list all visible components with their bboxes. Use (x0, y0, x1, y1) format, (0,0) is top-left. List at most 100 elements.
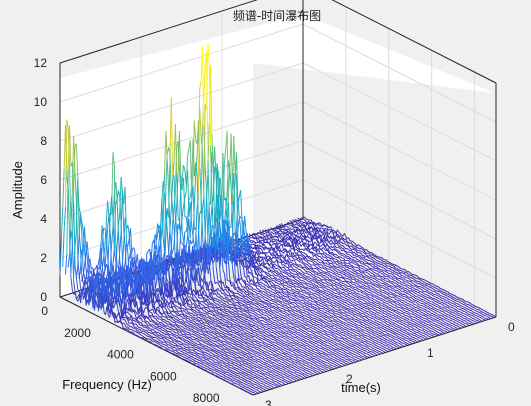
trace-segment (406, 272, 409, 275)
trace-segment (330, 287, 333, 290)
trace-segment (352, 254, 355, 257)
trace-segment (381, 325, 384, 327)
trace-segment (384, 283, 387, 286)
trace-segment (346, 241, 350, 247)
trace-segment (341, 237, 344, 241)
trace-segment (351, 256, 354, 258)
trace-segment (328, 262, 331, 265)
trace-segment (430, 309, 433, 312)
trace-segment (413, 332, 415, 335)
trace-segment (464, 304, 467, 307)
trace-segment (366, 315, 369, 317)
trace-segment (412, 307, 415, 310)
trace-segment (453, 296, 455, 299)
trace-segment (290, 261, 293, 264)
trace-segment (349, 254, 352, 257)
trace-segment (318, 279, 320, 282)
trace-segment (329, 242, 332, 245)
trace-segment (356, 253, 359, 256)
trace-segment (362, 275, 365, 278)
trace-segment (339, 270, 342, 272)
trace-segment (450, 299, 453, 302)
trace-segment (317, 255, 320, 258)
trace-segment (273, 238, 276, 241)
trace-segment (335, 239, 339, 244)
trace-segment (309, 251, 312, 254)
trace-segment (382, 258, 385, 261)
trace-segment (302, 218, 305, 221)
trace-segment (333, 253, 336, 256)
trace-segment (357, 264, 359, 267)
trace-segment (308, 221, 311, 224)
trace-segment (389, 293, 391, 295)
trace-segment (359, 277, 363, 280)
trace-segment (461, 325, 464, 328)
trace-segment (450, 318, 453, 320)
trace-segment (449, 321, 452, 324)
trace-segment (418, 297, 422, 300)
trace-segment (401, 337, 403, 340)
trace-segment (381, 273, 384, 276)
trace-segment (368, 270, 370, 273)
trace-segment (426, 330, 429, 333)
trace-segment (340, 270, 343, 273)
trace-segment (432, 333, 434, 335)
trace-segment (406, 281, 409, 284)
trace-segment (428, 288, 431, 291)
trace-segment (288, 231, 290, 233)
trace-segment (303, 232, 306, 236)
trace-segment (436, 326, 439, 328)
trace-segment (370, 317, 373, 319)
trace-segment (384, 261, 386, 263)
trace-segment (377, 275, 380, 278)
trace-segment (465, 312, 468, 314)
trace-segment (366, 272, 369, 274)
trace-segment (381, 280, 384, 283)
trace-segment (433, 313, 435, 316)
trace-segment (354, 269, 357, 271)
trace-segment (321, 249, 324, 252)
trace-segment (458, 308, 461, 311)
trace-segment (458, 305, 461, 308)
trace-segment (456, 323, 459, 325)
trace-segment (429, 282, 432, 285)
trace-segment (373, 264, 376, 267)
trace-segment (363, 257, 366, 260)
trace-segment (323, 233, 326, 239)
trace-segment (383, 287, 386, 290)
trace-segment (330, 301, 333, 304)
trace-segment (275, 260, 278, 262)
trace-segment (416, 305, 419, 307)
trace-segment (401, 317, 404, 320)
trace-segment (337, 244, 340, 247)
trace-segment (384, 263, 387, 266)
trace-segment (416, 286, 418, 289)
trace-segment (370, 294, 372, 296)
trace-segment (427, 292, 429, 294)
trace-segment (375, 276, 377, 279)
trace-segment (420, 295, 423, 298)
trace-segment (381, 302, 383, 305)
trace-segment (317, 248, 320, 251)
trace-segment (417, 331, 420, 334)
trace-segment (423, 301, 426, 304)
trace-segment (322, 227, 325, 230)
trace-segment (367, 255, 370, 257)
trace-segment (371, 315, 374, 318)
trace-segment (327, 290, 330, 293)
trace-segment (337, 233, 340, 237)
trace-segment (330, 255, 334, 259)
trace-segment (326, 297, 329, 300)
trace-segment (415, 324, 418, 327)
trace-segment (430, 303, 432, 305)
trace-segment (353, 281, 356, 284)
trace-segment (449, 326, 452, 328)
trace-segment (363, 307, 366, 309)
trace-segment (326, 249, 329, 253)
trace-segment (392, 283, 395, 286)
trace-segment (430, 328, 433, 330)
trace-segment (377, 323, 380, 325)
trace-segment (321, 254, 324, 258)
trace-segment (331, 267, 334, 269)
trace-segment (246, 260, 249, 263)
